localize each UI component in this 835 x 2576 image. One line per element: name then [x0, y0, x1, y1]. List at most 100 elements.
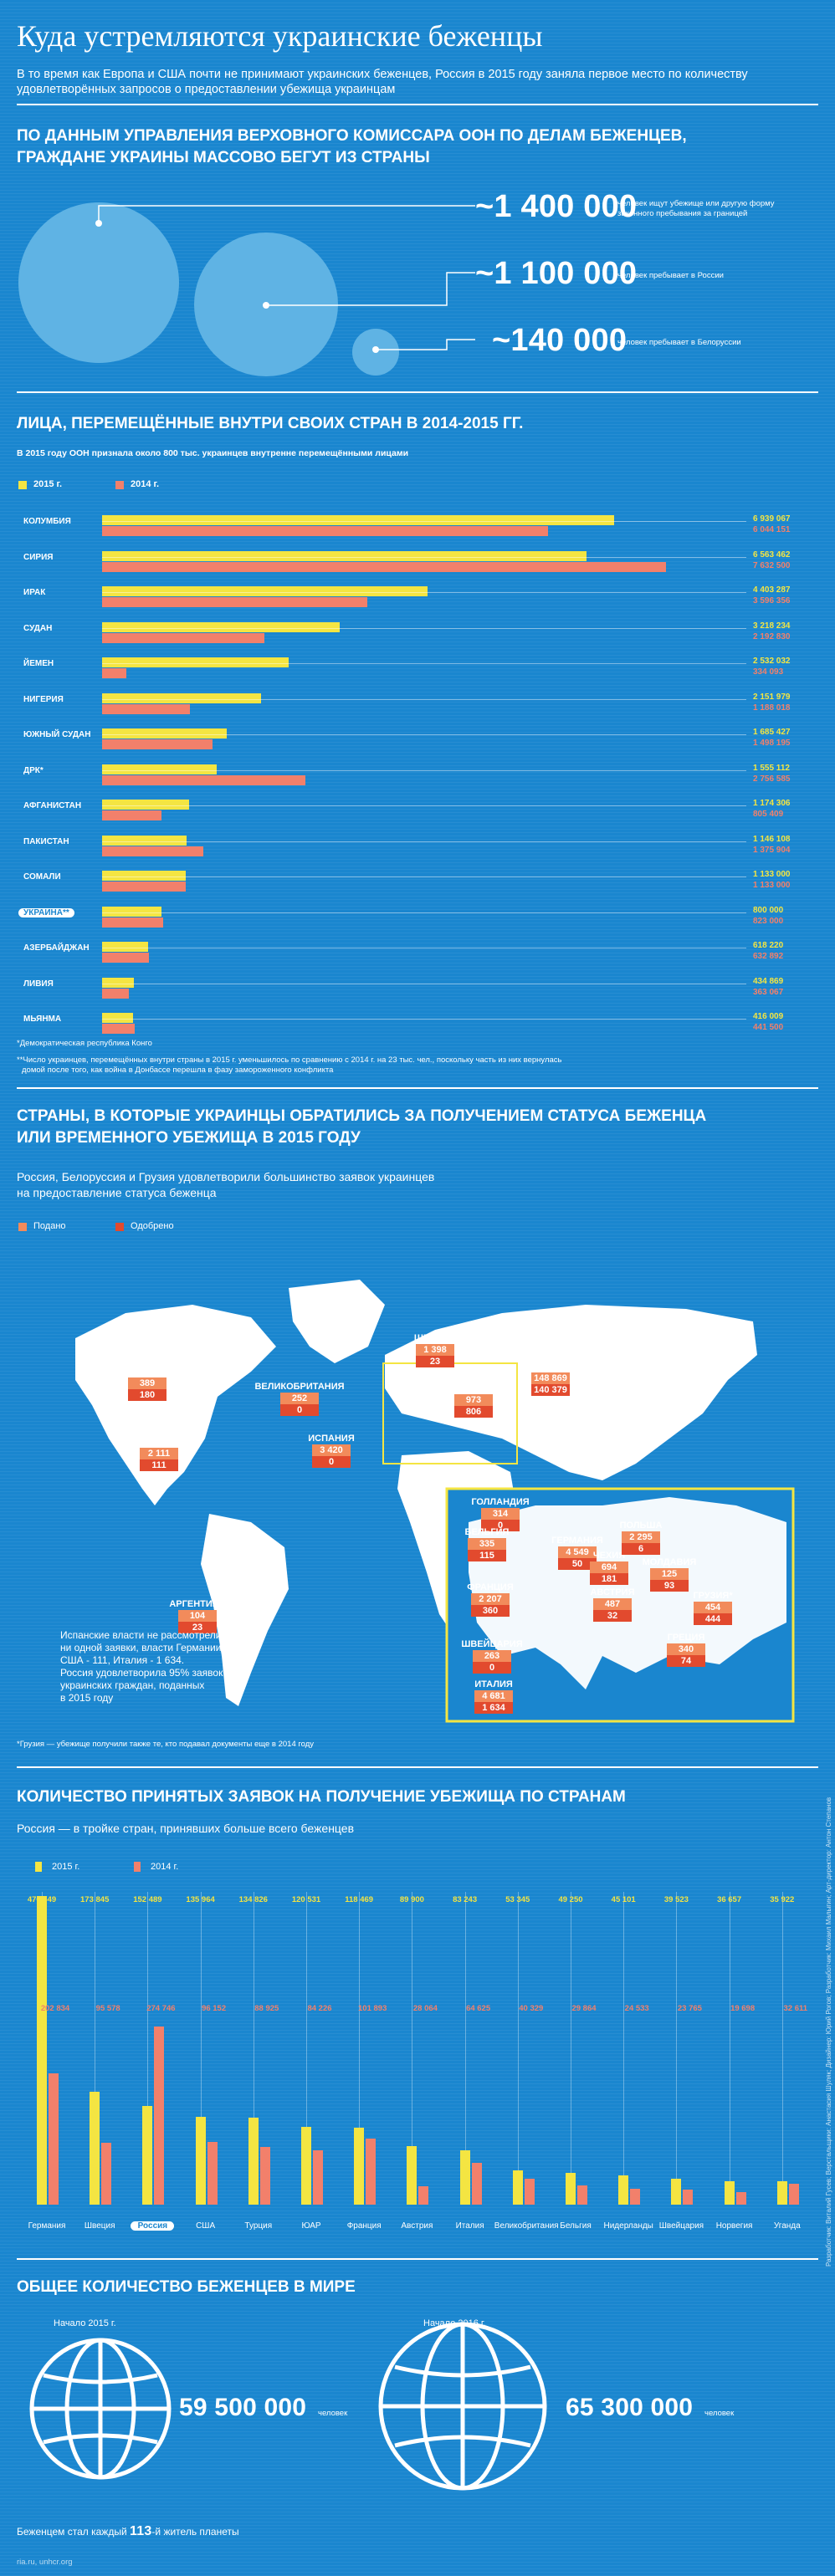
- asylum-value-2014: 96 152: [202, 2004, 227, 2013]
- idp-bar-2015: [102, 657, 289, 667]
- world-2015-value: 59 500 000: [179, 2394, 307, 2421]
- idp-row-line: [102, 698, 746, 700]
- section2-title: Лица, перемещённые внутри своих стран в …: [17, 415, 524, 432]
- asylum-col-line: [781, 1892, 783, 2205]
- map-country-approved: 180: [128, 1389, 166, 1401]
- asylum-bar-2014: [524, 2178, 535, 2205]
- asylum-bar-2015: [459, 2150, 470, 2205]
- map-country-filed: 973: [454, 1394, 493, 1406]
- idp-value-2014: 632 892: [753, 952, 784, 961]
- asylum-country-label: Россия: [131, 2221, 175, 2231]
- page-subtitle: В то время как Европа и США почти не при…: [17, 68, 748, 96]
- idp-bar-2014: [102, 774, 306, 785]
- map-country-tag: Россия 148 869 140 379: [505, 1362, 597, 1396]
- map-country-approved: 444: [694, 1613, 732, 1625]
- map-country-name: Молдавия: [642, 1557, 697, 1567]
- asylum-bar-2014: [630, 2188, 641, 2205]
- map-country-filed: 104: [178, 1610, 217, 1622]
- map-country-name: Франция: [467, 1582, 514, 1592]
- map-note-line3: США - 111, Италия - 1 634.: [60, 1654, 185, 1666]
- idp-row-line: [102, 627, 746, 629]
- stat-abroad-note-line2: законного пребывания за границей: [617, 209, 748, 218]
- map-country-filed: 148 869: [531, 1372, 570, 1384]
- idp-bar-2015: [102, 764, 218, 774]
- globe-icon-2016: [378, 2322, 547, 2491]
- asylum-bar-2014: [418, 2186, 429, 2205]
- legend-2015-label: 2015 г.: [33, 479, 63, 489]
- map-country-tag: Испания 3 420 0: [285, 1434, 377, 1468]
- map-country-filed: 3 420: [312, 1444, 351, 1456]
- idp-bar-2014: [102, 846, 204, 856]
- section2-footnote2: **Число украинцев, перемещённых внутри с…: [17, 1055, 770, 1076]
- section3-title: Страны, в которые украинцы обратились за…: [17, 1106, 706, 1149]
- idp-row-line: [102, 769, 746, 771]
- idp-value-2014: 3 596 356: [753, 596, 791, 606]
- map-country-approved: 50: [558, 1558, 597, 1570]
- stat-abroad-note: человек ищут убежище или другую форму за…: [617, 199, 775, 219]
- map-country-approved: 181: [590, 1573, 628, 1585]
- idp-country-label: Сирия: [23, 552, 54, 562]
- idp-bar-2014: [102, 810, 162, 820]
- idp-bar-2015: [102, 586, 428, 596]
- map-country-filed: 252: [280, 1393, 319, 1404]
- map-country-filed: 335: [468, 1538, 506, 1550]
- asylum-value-2015: 89 900: [399, 1895, 424, 1904]
- idp-value-2014: 7 632 500: [753, 560, 791, 570]
- idp-country-label: Колумбия: [23, 517, 71, 526]
- section1-title: По данным Управления Верховного комиссар…: [17, 125, 687, 169]
- map-country-name: Россия: [530, 1362, 571, 1372]
- globe-icon: [29, 2338, 172, 2480]
- asylum-value-2015: 120 531: [291, 1895, 321, 1904]
- map-country-name: Аргентина: [169, 1599, 226, 1609]
- refugee-circles: [18, 202, 475, 376]
- asylum-bar-2015: [724, 2180, 735, 2205]
- asylum-bar-2014: [313, 2149, 323, 2205]
- world-2016-value: 65 300 000: [566, 2394, 694, 2421]
- every-nth-suffix: -й житель планеты: [151, 2526, 239, 2538]
- asylum-bar-2014: [577, 2185, 587, 2205]
- map-country-name: Италия: [474, 1679, 513, 1689]
- map-country-tag: Швеция 1 398 23: [389, 1333, 481, 1367]
- section3-divider: [17, 1766, 818, 1768]
- idp-row-line: [102, 805, 746, 806]
- legend4-2015-swatch: [35, 1862, 42, 1872]
- asylum-col-line: [200, 1892, 202, 2205]
- section4-title: Количество принятых заявок на получение …: [17, 1788, 626, 1806]
- asylum-bar-2014: [101, 2142, 112, 2205]
- asylum-col-line: [464, 1892, 466, 2205]
- idp-bar-2015: [102, 693, 261, 703]
- asylum-bar-2014: [366, 2139, 377, 2205]
- stat-abroad-value: ~1 400 000: [475, 189, 638, 224]
- idp-row-line: [102, 1019, 746, 1020]
- idp-bar-2015: [102, 977, 135, 988]
- map-country-approved: 0: [280, 1404, 319, 1416]
- asylum-bar-2014: [788, 2183, 799, 2205]
- section2-footnote2-line1: **Число украинцев, перемещённых внутри с…: [17, 1055, 562, 1065]
- asylum-bar-2014: [207, 2142, 218, 2205]
- asylum-country-label: Бельгия: [560, 2221, 592, 2231]
- stat-belarus-value: ~140 000: [492, 323, 628, 358]
- idp-country-label: Ирак: [23, 588, 46, 597]
- asylum-value-2014: 40 329: [519, 2004, 544, 2013]
- idp-value-2015: 800 000: [753, 905, 784, 915]
- idp-value-2015: 1 174 306: [753, 799, 791, 808]
- idp-country-label: Украина**: [18, 907, 74, 917]
- header-divider: [17, 104, 818, 105]
- legend-filed-swatch: [18, 1223, 27, 1231]
- map-country-approved: 1 634: [474, 1702, 513, 1714]
- asylum-value-2014: 64 625: [466, 2004, 491, 2013]
- idp-bar-2015: [102, 728, 227, 739]
- idp-country-label: Нигерия: [23, 694, 64, 704]
- idp-country-label: Пакистан: [23, 836, 69, 846]
- asylum-value-2014: 101 893: [358, 2004, 387, 2013]
- map-country-approved: 806: [454, 1406, 493, 1418]
- legend4-2015-label: 2015 г.: [52, 1862, 80, 1872]
- idp-country-label: Южный Судан: [23, 730, 91, 739]
- asylum-bar-2015: [248, 2117, 259, 2205]
- map-country-name: Бельгия: [464, 1527, 510, 1537]
- idp-bar-2015: [102, 835, 187, 846]
- idp-value-2014: 363 067: [753, 987, 784, 997]
- asylum-value-2014: 88 925: [254, 2004, 279, 2013]
- source-credit: ria.ru, unhcr.org: [17, 2558, 73, 2567]
- map-country-approved: 74: [667, 1655, 705, 1667]
